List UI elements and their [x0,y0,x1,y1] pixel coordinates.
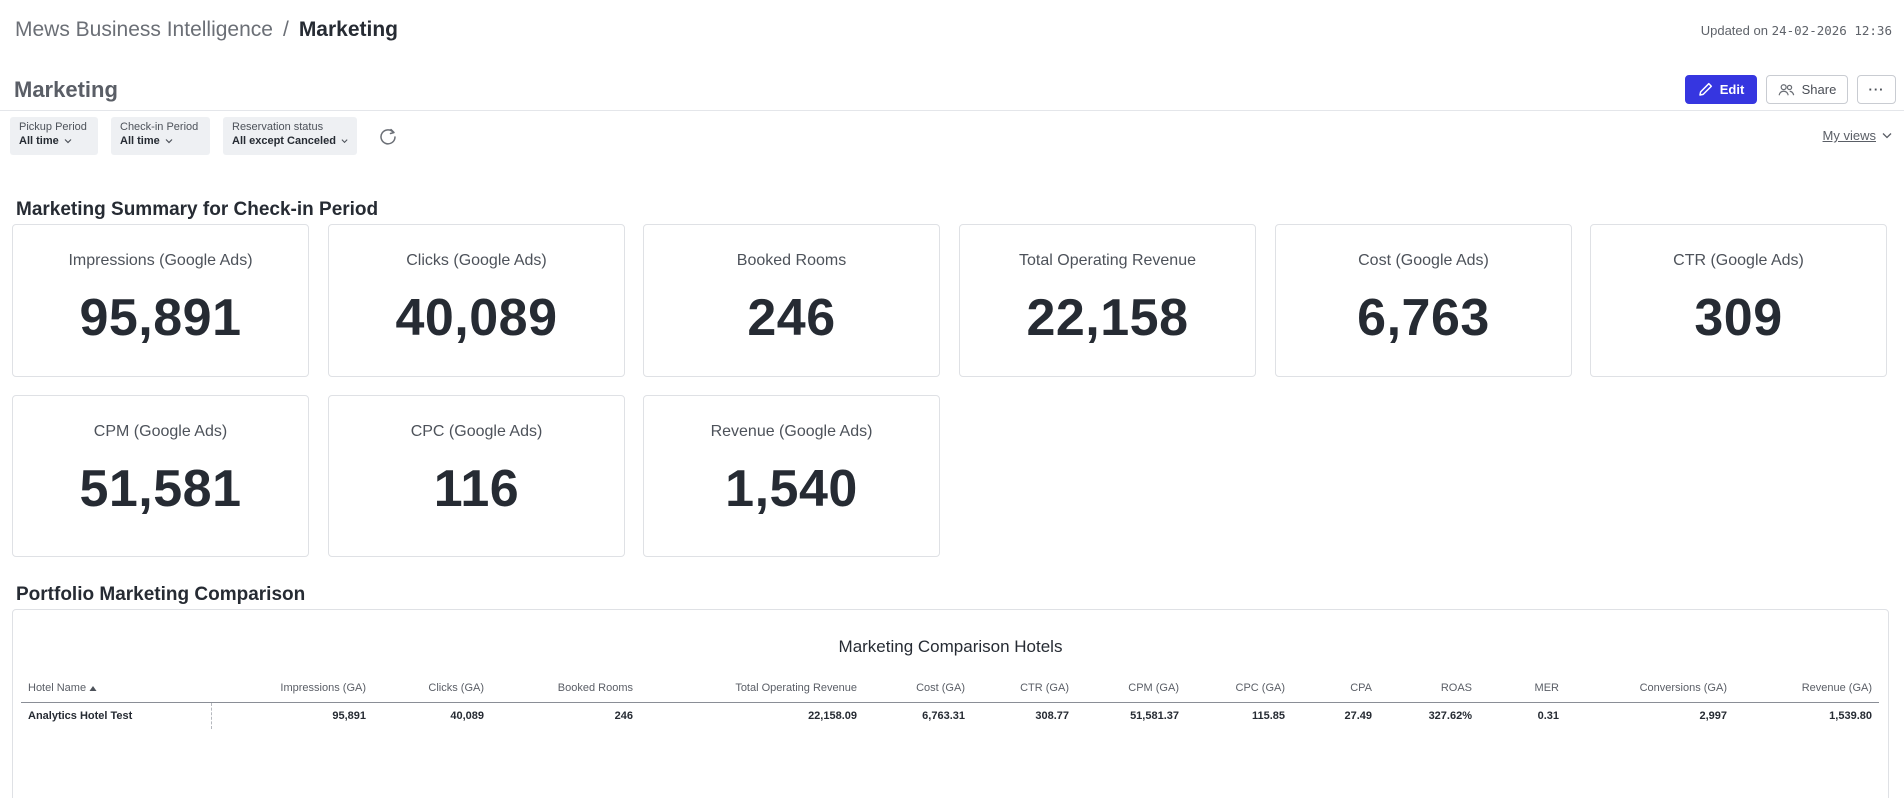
my-views-label: My views [1822,128,1876,143]
kpi-card-revenue: Revenue (Google Ads) 1,540 [643,395,940,557]
my-views-dropdown[interactable]: My views [1823,128,1892,143]
column-header[interactable]: ROAS [1379,681,1479,703]
title-bar: Marketing Edit Share ··· [0,62,1904,111]
kpi-label: Clicks (Google Ads) [406,252,547,269]
column-header[interactable]: Revenue (GA) [1734,681,1879,703]
kpi-label: CTR (Google Ads) [1673,252,1804,269]
kpi-label: Cost (Google Ads) [1358,252,1489,269]
kpi-value: 116 [433,460,520,518]
share-label: Share [1801,82,1837,97]
filter-value: All time [19,135,89,147]
chevron-down-icon [1882,133,1892,139]
kpi-label: Booked Rooms [736,252,847,269]
kpi-card-cpc: CPC (Google Ads) 116 [328,395,625,557]
kpi-card-total-operating-revenue: Total Operating Revenue 22,158 [959,224,1256,377]
pencil-icon [1698,82,1712,96]
kpi-label: Impressions (Google Ads) [68,252,253,269]
table-cell: 95,891 [332,709,366,722]
kpi-card-cost: Cost (Google Ads) 6,763 [1275,224,1572,377]
updated-prefix: Updated on [1700,23,1768,38]
table-cell: 115.85 [1251,709,1285,722]
table-cell: 327.62% [1428,709,1472,722]
table-cell: 6,763.31 [922,709,965,722]
table-row: Analytics Hotel Test 95,891 40,089 246 2… [21,702,1879,729]
column-header[interactable]: Cost (GA) [864,681,972,703]
filter-label: Check-in Period [120,121,199,133]
summary-section-title: Marketing Summary for Check-in Period [16,199,379,220]
page-title: Marketing [14,77,118,102]
table-cell: 40,089 [450,709,484,722]
column-header[interactable]: Conversions (GA) [1566,681,1734,703]
column-header[interactable]: CPM (GA) [1076,681,1186,703]
filter-value: All except Canceled [232,135,348,147]
sort-ascending-icon [89,685,97,691]
kpi-value: 6,763 [1357,289,1490,347]
updated-timestamp: Updated on 24-02-2026 12:36 [1701,23,1892,38]
users-icon [1778,83,1794,95]
kpi-card-clicks: Clicks (Google Ads) 40,089 [328,224,625,377]
edit-button[interactable]: Edit [1685,75,1757,104]
cell-hotel-name: Analytics Hotel Test [21,702,212,729]
filter-value: All time [120,135,201,147]
table-cell: 22,158.09 [808,709,857,722]
table-title: Marketing Comparison Hotels [838,637,1063,656]
comparison-table-panel: Marketing Comparison Hotels Hotel Name I… [12,609,1889,798]
kpi-value: 1,540 [725,460,858,518]
more-dots-icon: ··· [1868,82,1885,97]
breadcrumb: Mews Business Intelligence / Marketing [15,18,398,42]
kpi-value: 51,581 [79,460,242,518]
column-header[interactable]: CPC (GA) [1186,681,1292,703]
column-header[interactable]: CTR (GA) [972,681,1076,703]
filter-reservation-status[interactable]: Reservation status All except Canceled [223,117,357,155]
kpi-card-booked-rooms: Booked Rooms 246 [643,224,940,377]
chevron-down-icon [341,139,348,144]
column-header[interactable]: Total Operating Revenue [640,681,864,703]
table-header-row: Hotel Name Impressions (GA) Clicks (GA) … [21,681,1879,703]
comparison-table: Hotel Name Impressions (GA) Clicks (GA) … [21,681,1879,729]
column-header[interactable]: Clicks (GA) [373,681,491,703]
table-cell: 1,539.80 [1829,709,1872,722]
table-cell: 2,997 [1699,709,1727,722]
chevron-down-icon [64,139,72,144]
kpi-value: 40,089 [395,289,558,347]
filter-label: Reservation status [232,121,324,133]
kpi-card-ctr: CTR (Google Ads) 309 [1590,224,1887,377]
updated-time: 24-02-2026 12:36 [1771,23,1892,38]
filter-pickup-period[interactable]: Pickup Period All time [10,117,98,155]
table-cell: 246 [614,709,633,722]
refresh-icon[interactable] [378,126,398,146]
share-button[interactable]: Share [1766,75,1848,104]
chevron-down-icon [165,139,173,144]
breadcrumb-current: Marketing [298,18,398,41]
column-header[interactable]: Impressions (GA) [211,681,373,703]
kpi-value: 246 [747,289,836,347]
table-cell: 51,581.37 [1130,709,1179,722]
filter-checkin-period[interactable]: Check-in Period All time [111,117,210,155]
table-cell: 0.31 [1537,709,1559,722]
breadcrumb-parent[interactable]: Mews Business Intelligence [15,18,273,41]
column-header[interactable]: CPA [1292,681,1379,703]
table-cell: 308.77 [1035,709,1069,722]
breadcrumb-separator: / [282,18,289,41]
kpi-label: CPC (Google Ads) [410,423,543,440]
kpi-value: 22,158 [1026,289,1189,347]
kpi-label: Revenue (Google Ads) [710,423,873,440]
table-cell: 27.49 [1344,709,1372,722]
column-header[interactable]: Booked Rooms [491,681,640,703]
kpi-label: Total Operating Revenue [1019,252,1196,269]
column-header[interactable]: MER [1479,681,1566,703]
comparison-section-title: Portfolio Marketing Comparison [16,584,306,605]
more-options-button[interactable]: ··· [1857,75,1896,104]
kpi-card-cpm: CPM (Google Ads) 51,581 [12,395,309,557]
kpi-value: 309 [1694,289,1783,347]
kpi-card-impressions: Impressions (Google Ads) 95,891 [12,224,309,377]
top-bar: Mews Business Intelligence / Marketing Upd… [0,0,1904,60]
edit-label: Edit [1719,82,1745,97]
filter-label: Pickup Period [19,121,87,133]
kpi-value: 95,891 [79,289,242,347]
kpi-label: CPM (Google Ads) [93,423,228,440]
column-header-hotel-name[interactable]: Hotel Name [21,681,211,703]
